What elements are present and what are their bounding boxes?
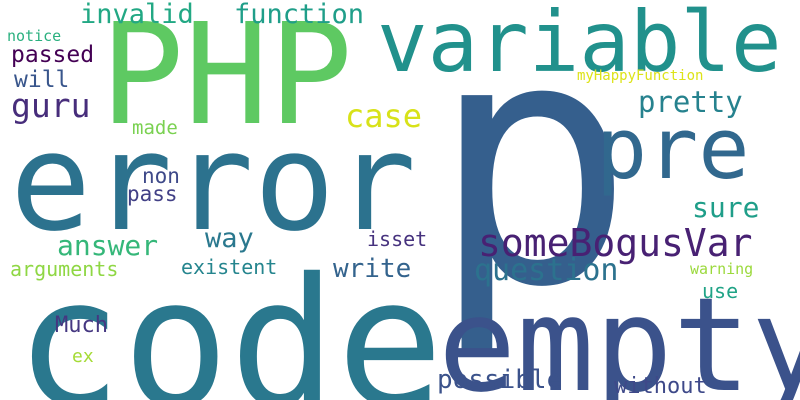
word-myhappyfunction: myHappyFunction bbox=[577, 68, 704, 84]
word-answer: answer bbox=[57, 229, 159, 262]
word-without: without bbox=[614, 374, 707, 399]
word-p: p bbox=[430, 0, 635, 362]
word-use: use bbox=[702, 279, 739, 303]
word-case: case bbox=[345, 97, 423, 135]
word-empty: empty bbox=[438, 269, 800, 400]
word-php: PHP bbox=[100, 0, 353, 157]
word-sure: sure bbox=[692, 191, 760, 224]
word-existent: existent bbox=[181, 255, 278, 279]
word-somebogusvar: someBogusVar bbox=[478, 221, 753, 265]
word-guru: guru bbox=[11, 86, 91, 125]
word-pass: pass bbox=[127, 182, 178, 206]
word-much: Much bbox=[55, 313, 108, 338]
word-possible: possible bbox=[437, 365, 563, 395]
word-question: question bbox=[474, 253, 619, 288]
word-will: will bbox=[14, 67, 70, 93]
word-error: error bbox=[10, 104, 417, 261]
word-ex: ex bbox=[72, 346, 94, 367]
word-made: made bbox=[132, 117, 178, 139]
word-passed: passed bbox=[11, 42, 95, 68]
word-pre: pre bbox=[596, 100, 750, 199]
word-variable: variable bbox=[377, 0, 782, 91]
word-way: way bbox=[205, 223, 254, 254]
word-notice: notice bbox=[7, 27, 62, 45]
word-invalid: invalid bbox=[80, 0, 194, 30]
word-isset: isset bbox=[367, 227, 428, 251]
word-non: non bbox=[142, 164, 180, 188]
word-write: write bbox=[333, 254, 412, 284]
word-warning: warning bbox=[690, 260, 754, 278]
word-function: function bbox=[234, 0, 365, 30]
word-code: code bbox=[15, 240, 444, 400]
word-pretty: pretty bbox=[638, 85, 743, 119]
word-arguments: arguments bbox=[10, 257, 119, 281]
